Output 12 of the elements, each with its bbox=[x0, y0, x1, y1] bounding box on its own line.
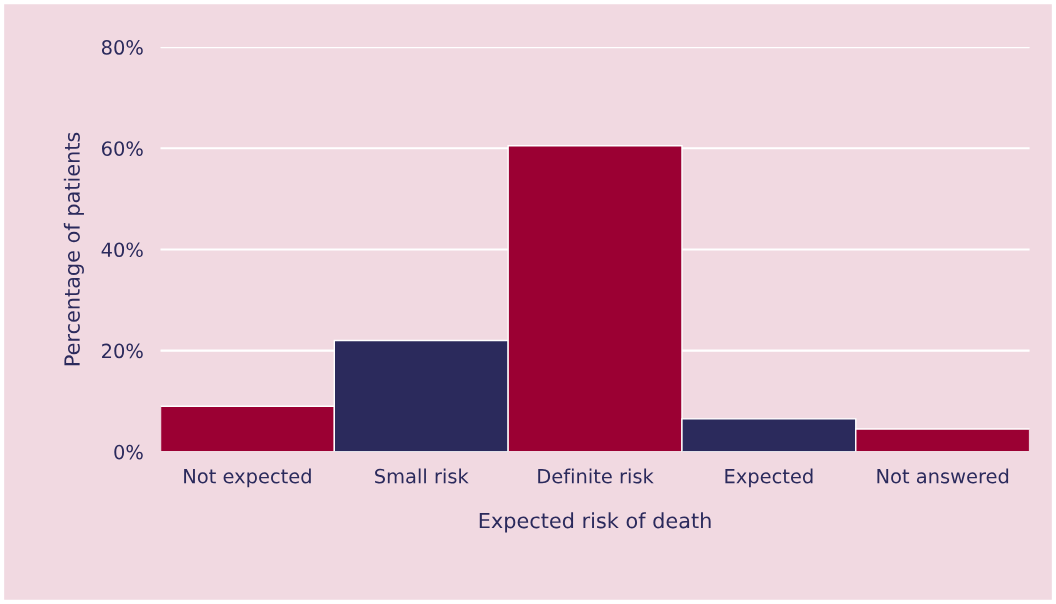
x-tick-label: Expected bbox=[725, 468, 813, 488]
y-tick-label: 40% bbox=[101, 242, 143, 258]
y-tick-label: 0% bbox=[114, 444, 143, 460]
x-tick-label: Small risk bbox=[375, 468, 469, 484]
x-tick-label: Not answered bbox=[877, 468, 1009, 484]
y-axis-title: Percentage of patients bbox=[63, 132, 84, 366]
x-tick-label: Definite risk bbox=[538, 468, 654, 484]
x-axis-title: Expected risk of death bbox=[479, 512, 711, 533]
x-tick-label: Not expected bbox=[184, 468, 311, 488]
y-tick-label: 60% bbox=[101, 141, 143, 156]
y-tick-label: 80% bbox=[101, 40, 143, 55]
y-tick-label: 20% bbox=[102, 343, 143, 359]
